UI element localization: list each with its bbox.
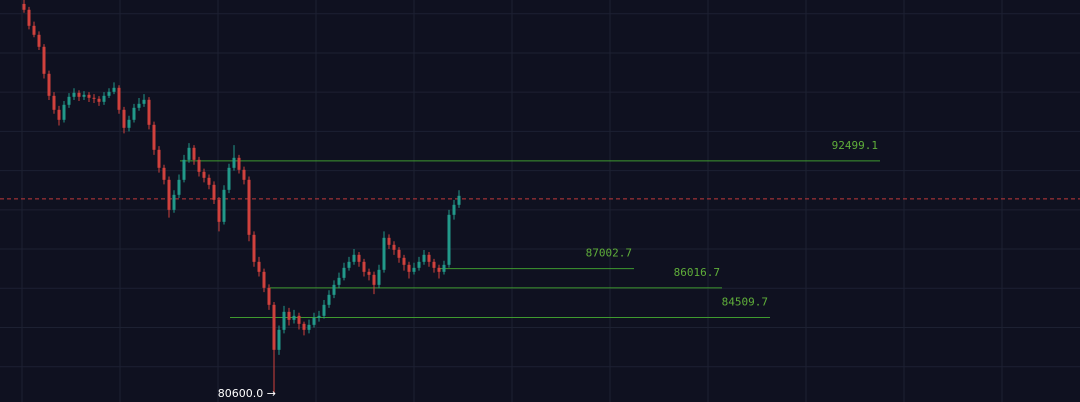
candle-body <box>282 311 286 330</box>
level-label: 84509.7 <box>722 295 768 308</box>
candle-body <box>92 97 96 99</box>
candle-body <box>417 261 421 268</box>
candle-body <box>192 147 196 160</box>
candle-body <box>112 87 116 92</box>
candle-body <box>362 261 366 272</box>
candle-body <box>347 261 351 268</box>
candle-body <box>32 25 36 35</box>
candle-body <box>442 264 446 272</box>
candle-body <box>307 324 311 330</box>
candle-body <box>137 103 141 108</box>
candle-body <box>252 234 256 262</box>
candle-body <box>382 237 386 270</box>
candle-body <box>202 171 206 178</box>
candle-body <box>387 237 391 245</box>
candle-body <box>207 177 211 185</box>
candle-body <box>267 287 271 305</box>
candle-body <box>227 167 231 190</box>
candle-body <box>257 261 261 272</box>
candle-body <box>167 179 171 210</box>
candle-body <box>447 214 451 265</box>
low-annotation: 80600.0 → <box>218 387 276 400</box>
candle-body <box>452 204 456 215</box>
candle-body <box>157 149 161 168</box>
candle-body <box>302 323 306 330</box>
candle-body <box>212 184 216 200</box>
candle-body <box>37 34 41 47</box>
candle-body <box>412 267 416 272</box>
candle-body <box>47 73 51 96</box>
candle-body <box>352 254 356 262</box>
candle-body <box>222 189 226 222</box>
candle-body <box>247 179 251 235</box>
candle-body <box>182 159 186 180</box>
candle-body <box>422 254 426 262</box>
candle-body <box>132 107 136 120</box>
candle-body <box>407 264 411 272</box>
candle-body <box>42 46 46 74</box>
candle-body <box>237 157 241 170</box>
candle-body <box>187 147 191 160</box>
candle-body <box>272 304 276 350</box>
candle-body <box>27 9 31 26</box>
candle-body <box>457 195 461 205</box>
candle-body <box>172 194 176 210</box>
candle-body <box>402 257 406 265</box>
candle-body <box>322 304 326 316</box>
candle-body <box>342 267 346 278</box>
candle-body <box>77 92 81 97</box>
candle-body <box>232 157 236 168</box>
candle-body <box>82 94 86 97</box>
candle-body <box>312 317 316 325</box>
candle-body <box>147 99 151 125</box>
candle-body <box>97 98 101 102</box>
candle-body <box>292 315 296 320</box>
candle-body <box>57 109 61 120</box>
candle-body <box>337 277 341 285</box>
candle-body <box>377 269 381 285</box>
candle-body <box>262 271 266 288</box>
candle-body <box>142 99 146 104</box>
candle-body <box>122 109 126 128</box>
candle-body <box>162 167 166 180</box>
candle-body <box>332 284 336 295</box>
candle-body <box>327 294 331 305</box>
candle-body <box>22 3 26 10</box>
candle-body <box>427 254 431 262</box>
candle-body <box>62 104 66 120</box>
candle-body <box>67 96 71 105</box>
level-label: 86016.7 <box>674 266 720 279</box>
candle-body <box>317 315 321 318</box>
candle-body <box>277 329 281 350</box>
candle-body <box>217 199 221 222</box>
candle-body <box>127 119 131 128</box>
candle-body <box>72 92 76 97</box>
candle-body <box>107 91 111 96</box>
candle-body <box>297 315 301 324</box>
candle-body <box>52 95 56 110</box>
candle-body <box>197 159 201 172</box>
candle-body <box>177 179 181 195</box>
candle-body <box>87 94 91 98</box>
candle-body <box>152 124 156 150</box>
level-label: 92499.1 <box>832 139 878 152</box>
candle-body <box>117 87 121 110</box>
candle-body <box>397 249 401 258</box>
candle-body <box>102 95 106 102</box>
candle-body <box>242 169 246 180</box>
candle-body <box>437 267 441 272</box>
candle-body <box>392 244 396 250</box>
candle-body <box>287 311 291 320</box>
level-label: 87002.7 <box>586 247 632 260</box>
candle-body <box>357 254 361 262</box>
candle-body <box>367 271 371 275</box>
candle-body <box>432 261 436 268</box>
candle-body <box>372 274 376 285</box>
